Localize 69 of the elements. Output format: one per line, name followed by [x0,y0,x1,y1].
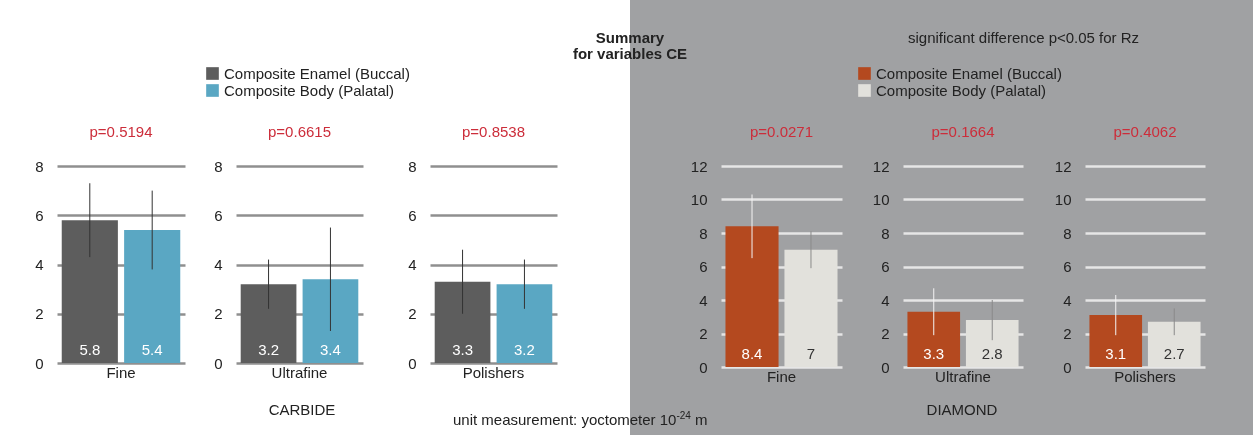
data-label: 5.4 [141,341,163,358]
data-label: 2.7 [1163,345,1185,362]
legend-label: Composite Enamel (Buccal) [876,64,1062,82]
y-tick-label: 0 [35,354,44,372]
y-tick-label: 8 [699,224,708,242]
y-tick-label: 8 [408,157,417,175]
y-tick-label: 10 [872,191,890,208]
y-tick-label: 8 [1063,224,1072,242]
y-tick-label: 4 [881,291,890,309]
x-tick-label: Fine [106,363,136,381]
legend-label: Composite Body (Palatal) [224,81,395,99]
data-label: 8.4 [741,345,763,362]
data-label: 3.4 [320,341,341,358]
y-tick-label: 6 [408,206,417,224]
data-label: 3.1 [1105,345,1127,362]
y-tick-label: 8 [881,224,890,242]
y-tick-label: 0 [214,354,223,372]
y-tick-label: 2 [1063,325,1072,342]
data-label: 3.2 [258,341,279,358]
y-tick-label: 8 [214,157,223,175]
data-label: 5.8 [79,341,101,358]
y-tick-label: 4 [214,256,223,273]
y-tick-label: 6 [214,206,223,224]
text: CARBIDE [267,401,337,418]
chart-title: p=0.4062 [1113,123,1177,140]
x-tick-label: Ultrafine [271,363,328,381]
y-tick-label: 6 [881,258,890,275]
chart-title: p=0.5194 [89,123,153,140]
data-label: 3.3 [923,345,945,362]
text: significant difference p<0.05 for Rz [908,29,1141,46]
y-tick-label: 4 [1063,291,1072,309]
y-tick-label: 12 [690,157,708,175]
y-tick-label: 2 [408,305,417,323]
text: DIAMOND [925,401,999,418]
chart-title: p=0.0271 [750,123,813,140]
chart-title: p=0.1664 [931,123,995,140]
text: unit measurement: yoctometer 10$^{-24}$ m [453,410,709,428]
legend-label: Composite Enamel (Buccal) [224,64,410,82]
y-tick-label: 0 [881,358,890,376]
y-tick-label: 12 [1054,157,1072,175]
text: Summary for variables CE [571,29,689,62]
x-tick-label: Polishers [1114,367,1176,385]
y-tick-label: 12 [872,157,890,175]
y-tick-label: 10 [690,191,708,208]
y-tick-label: 8 [35,157,44,175]
x-tick-label: Fine [766,367,797,385]
y-tick-label: 6 [35,206,44,224]
y-tick-label: 10 [1054,191,1072,208]
x-tick-label: Ultrafine [935,367,991,385]
y-tick-label: 6 [699,258,708,275]
data-label: 3.3 [452,341,473,358]
data-label: 3.2 [514,341,535,358]
y-tick-label: 4 [408,256,417,273]
y-tick-label: 4 [35,256,44,273]
chart-title: p=0.8538 [462,123,525,140]
data-label: 2.8 [981,345,1003,362]
y-tick-label: 2 [699,325,708,342]
y-tick-label: 6 [1063,258,1072,275]
y-tick-label: 4 [699,291,708,309]
y-tick-label: 2 [214,305,223,323]
chart-title: p=0.6615 [268,123,331,140]
y-tick-label: 2 [881,325,890,342]
legend-label: Composite Body (Palatal) [876,81,1047,99]
y-tick-label: 0 [408,354,417,372]
data-label: 7 [806,345,816,362]
y-tick-label: 2 [35,305,44,323]
y-tick-label: 0 [699,358,708,376]
y-tick-label: 0 [1063,358,1072,376]
x-tick-label: Polishers [462,363,525,381]
